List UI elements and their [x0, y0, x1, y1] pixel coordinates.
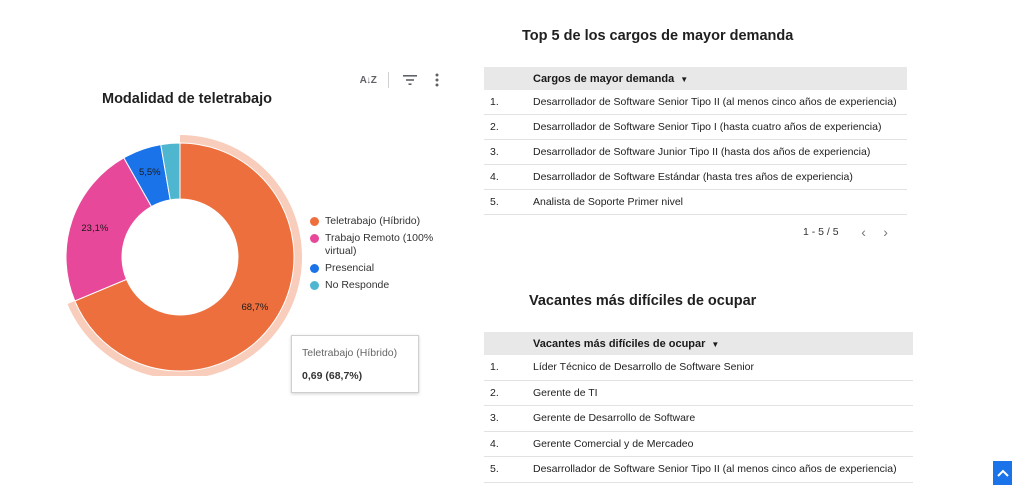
legend-label: Trabajo Remoto (100% virtual)	[325, 232, 434, 257]
table-row: 3. Desarrollador de Software Junior Tipo …	[484, 140, 907, 165]
table-row: 2. Gerente de TI	[484, 381, 913, 406]
header-sort-column[interactable]: Cargos de mayor demanda ▼	[533, 73, 688, 85]
row-value: Gerente de Desarrollo de Software	[533, 412, 696, 425]
vacancies-table-title: Vacantes más difíciles de ocupar	[529, 293, 757, 309]
top5-table-title: Top 5 de los cargos de mayor demanda	[522, 28, 794, 44]
row-number: 3.	[490, 146, 499, 158]
legend-item[interactable]: Teletrabajo (Híbrido)	[310, 215, 440, 228]
legend-item[interactable]: No Responde	[310, 279, 440, 292]
donut-slice[interactable]	[65, 157, 153, 302]
table-row: 2. Desarrollador de Software Senior Tipo …	[484, 115, 907, 140]
table-row: 4. Desarrollador de Software Estándar (ha…	[484, 165, 907, 190]
table-header: Vacantes más difíciles de ocupar ▼	[484, 332, 913, 355]
sort-az-icon[interactable]: A↓Z	[359, 74, 377, 86]
sort-desc-icon: ▼	[711, 339, 720, 349]
top5-table: Cargos de mayor demanda ▼ 1. Desarrollador…	[484, 67, 907, 215]
row-value: Analista de Soporte Primer nivel	[533, 196, 683, 208]
row-value: Desarrollador de Software Junior Tipo II…	[533, 146, 871, 158]
row-value: Desarrollador de Software Estándar (hast…	[533, 171, 853, 183]
chart-toolbar: A↓Z	[356, 70, 448, 90]
table-row: 5. Analista de Soporte Primer nivel	[484, 190, 907, 215]
legend-label: No Responde	[325, 279, 390, 291]
pagination-text: 1 - 5 / 5	[803, 226, 839, 238]
chart-legend: Teletrabajo (Híbrido) Trabajo Remoto (10…	[310, 215, 440, 296]
legend-dot	[310, 264, 319, 273]
chart-tooltip: Teletrabajo (Híbrido) 0,69 (68,7%)	[291, 335, 419, 393]
legend-dot	[310, 217, 319, 226]
row-number: 3.	[490, 412, 499, 425]
table-row: 4. Gerente Comercial y de Mercadeo	[484, 432, 913, 457]
legend-label: Presencial	[325, 262, 375, 274]
header-label: Cargos de mayor demanda	[533, 72, 675, 85]
row-value: Desarrollador de Software Senior Tipo II…	[533, 463, 897, 476]
table-row: 1. Desarrollador de Software Senior Tipo …	[484, 90, 907, 115]
tooltip-name: Teletrabajo (Híbrido)	[302, 347, 398, 359]
donut-slice[interactable]	[160, 142, 181, 201]
row-value: Desarrollador de Software Senior Tipo I …	[533, 121, 882, 133]
donut-chart[interactable]: 68,7% 23,1% 5,5%	[60, 132, 304, 376]
pagination: 1 - 5 / 5 ‹ ›	[798, 222, 908, 242]
legend-label: Teletrabajo (Híbrido)	[325, 215, 421, 227]
header-sort-column[interactable]: Vacantes más difíciles de ocupar ▼	[533, 338, 719, 350]
filter-icon[interactable]	[400, 70, 420, 90]
row-value: Gerente Comercial y de Mercadeo	[533, 437, 694, 450]
table-row: 3. Gerente de Desarrollo de Software	[484, 406, 913, 432]
legend-dot	[310, 281, 319, 290]
chevron-left-icon[interactable]: ‹	[861, 224, 866, 240]
row-number: 5.	[490, 463, 499, 476]
row-number: 1.	[490, 361, 499, 374]
row-number: 5.	[490, 196, 499, 208]
tooltip-value: 0,69 (68,7%)	[302, 370, 363, 382]
slice-label: 5,5%	[139, 167, 161, 178]
header-label: Vacantes más difíciles de ocupar	[533, 337, 706, 350]
legend-dot	[310, 234, 319, 243]
row-value: Líder Técnico de Desarrollo de Software …	[533, 361, 755, 374]
toolbar-divider	[388, 72, 389, 88]
chart-title: Modalidad de teletrabajo	[102, 91, 272, 107]
table-row: 5. Desarrollador de Software Senior Tipo …	[484, 457, 913, 483]
chevron-right-icon[interactable]: ›	[883, 224, 888, 240]
sort-desc-icon: ▼	[680, 74, 689, 84]
slice-label: 68,7%	[241, 302, 268, 313]
row-number: 4.	[490, 171, 499, 183]
slice-label: 23,1%	[81, 223, 108, 234]
row-number: 4.	[490, 437, 499, 450]
row-number: 2.	[490, 121, 499, 133]
row-value: Desarrollador de Software Senior Tipo II…	[533, 96, 897, 108]
legend-item[interactable]: Presencial	[310, 262, 440, 275]
donut-slice[interactable]	[74, 142, 295, 372]
scroll-up-button[interactable]	[993, 461, 1012, 485]
table-header: Cargos de mayor demanda ▼	[484, 67, 907, 90]
vacancies-table: Vacantes más difíciles de ocupar ▼ 1. Líde…	[484, 332, 913, 483]
more-vert-icon[interactable]	[430, 70, 444, 90]
row-value: Gerente de TI	[533, 386, 598, 399]
table-row: 1. Líder Técnico de Desarrollo de Softwar…	[484, 355, 913, 381]
row-number: 1.	[490, 96, 499, 108]
chevron-up-icon	[996, 469, 1009, 477]
row-number: 2.	[490, 386, 499, 399]
legend-item[interactable]: Trabajo Remoto (100% virtual)	[310, 232, 440, 258]
